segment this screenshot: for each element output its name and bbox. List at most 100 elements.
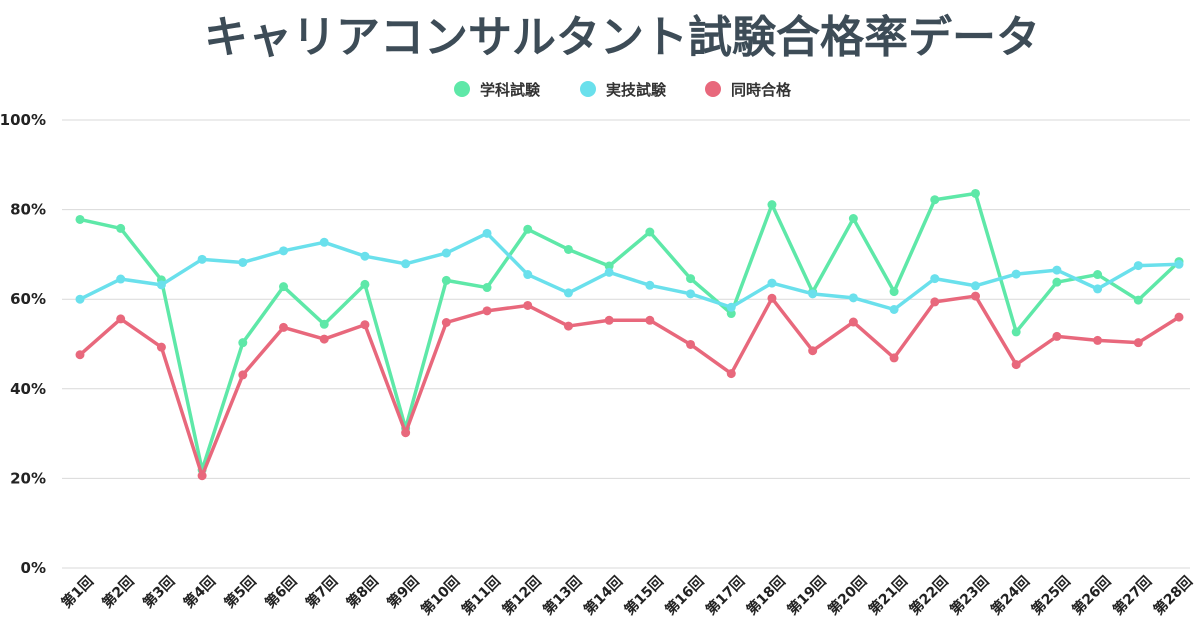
series-line (78, 231, 1181, 312)
data-point (279, 282, 289, 292)
plot-area (75, 188, 1184, 481)
data-point (156, 280, 166, 290)
x-tick-label: 第22回 (906, 573, 952, 619)
data-point (1011, 360, 1021, 370)
data-point (848, 317, 858, 327)
chart-title: キャリアコンサルタント試験合格率データ (204, 12, 1040, 63)
data-point (482, 283, 492, 293)
data-point (563, 288, 573, 298)
data-point (116, 314, 126, 324)
data-point (808, 346, 818, 356)
data-point (808, 289, 818, 299)
data-point (197, 254, 207, 264)
data-point (279, 246, 289, 256)
data-point (686, 339, 696, 349)
y-tick-label: 40% (10, 380, 46, 398)
x-tick-label: 第13回 (540, 573, 586, 619)
data-point (930, 195, 940, 205)
data-point (441, 317, 451, 327)
data-point (1052, 265, 1062, 275)
data-point (1133, 295, 1143, 305)
data-point (604, 261, 614, 271)
x-tick-label: 第16回 (662, 573, 708, 619)
data-point (645, 227, 655, 237)
data-point (1174, 259, 1184, 269)
x-tick-label: 第17回 (702, 573, 748, 619)
x-tick-label: 第28回 (1150, 573, 1196, 619)
legend-item: 実技試験 (580, 81, 667, 99)
data-point (930, 274, 940, 284)
data-point (1052, 277, 1062, 287)
x-tick-label: 第11回 (458, 573, 504, 619)
data-point (401, 259, 411, 269)
data-point (726, 302, 736, 312)
x-tick-label: 第2回 (99, 573, 138, 612)
data-point (238, 370, 248, 380)
y-tick-label: 80% (10, 201, 46, 219)
y-tick-label: 100% (0, 111, 46, 129)
data-point (238, 257, 248, 267)
x-tick-label: 第19回 (784, 573, 830, 619)
data-point (319, 319, 329, 329)
data-point (604, 315, 614, 325)
x-tick-label: 第6回 (262, 573, 301, 612)
data-point (970, 188, 980, 198)
data-point (970, 281, 980, 291)
legend-marker (705, 81, 721, 97)
x-tick-label: 第14回 (580, 573, 626, 619)
data-point (116, 274, 126, 284)
data-point (645, 280, 655, 290)
x-tick-label: 第18回 (743, 573, 789, 619)
data-point (319, 237, 329, 247)
data-point (523, 300, 533, 310)
legend-label: 実技試験 (606, 81, 667, 99)
y-tick-label: 60% (10, 290, 46, 308)
data-point (401, 428, 411, 438)
y-tick-label: 0% (21, 559, 46, 577)
x-axis: 第1回 第2回 第3回 第4回 第5回 第6回 第7回 第8回 第9回第10回第11回第12回第… (58, 573, 1196, 619)
data-point (75, 214, 85, 224)
x-tick-label: 第12回 (499, 573, 545, 619)
x-tick-label: 第3回 (140, 573, 179, 612)
data-point (726, 309, 736, 319)
data-point (279, 322, 289, 332)
legend: 学科試験 実技試験 同時合格 (454, 81, 792, 99)
x-tick-label: 第27回 (1110, 573, 1156, 619)
gridlines (62, 119, 1190, 569)
x-tick-label: 第4回 (180, 573, 219, 612)
series-2 (75, 228, 1184, 315)
x-tick-label: 第23回 (947, 573, 993, 619)
x-tick-label: 第8回 (343, 573, 382, 612)
data-point (889, 305, 899, 315)
x-tick-label: 第9回 (384, 573, 423, 612)
data-point (523, 270, 533, 280)
legend-item: 学科試験 (454, 81, 541, 99)
x-tick-label: 第10回 (418, 573, 464, 619)
x-tick-label: 第1回 (58, 573, 97, 612)
legend-item: 同時合格 (705, 81, 792, 99)
legend-label: 学科試験 (480, 81, 541, 99)
data-point (482, 306, 492, 316)
data-point (238, 338, 248, 348)
data-point (686, 289, 696, 299)
data-point (1174, 312, 1184, 322)
data-point (116, 223, 126, 233)
y-axis: 0% 20% 40% 60% 80% 100% (0, 111, 46, 577)
series-line (78, 294, 1181, 478)
x-tick-label: 第7回 (302, 573, 341, 612)
data-point (441, 275, 451, 285)
data-point (1052, 331, 1062, 341)
data-point (1093, 284, 1103, 294)
x-tick-label: 第21回 (865, 573, 911, 619)
x-tick-label: 第26回 (1069, 573, 1115, 619)
data-point (604, 267, 614, 277)
data-point (848, 293, 858, 303)
x-tick-label: 第25回 (1028, 573, 1074, 619)
data-point (1093, 270, 1103, 280)
data-point (970, 291, 980, 301)
data-point (767, 293, 777, 303)
series-line (78, 191, 1181, 472)
data-point (360, 320, 370, 330)
